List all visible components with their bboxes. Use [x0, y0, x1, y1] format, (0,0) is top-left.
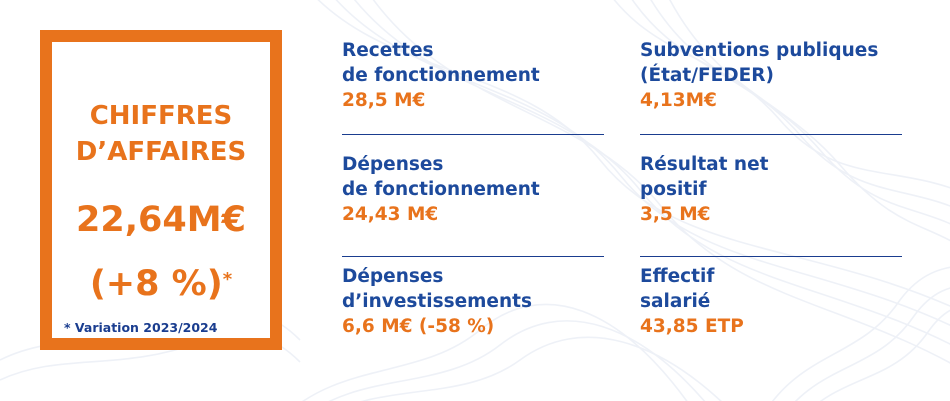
stat-net-result: Résultat net positif 3,5 M€	[640, 152, 902, 227]
stat-investment-expenses: Dépenses d’investissements 6,6 M€ (-58 %…	[342, 264, 604, 339]
stat-label-line1: Dépenses	[342, 154, 444, 175]
revenue-title: CHIFFRES D’AFFAIRES	[52, 98, 270, 170]
revenue-variation: (+8 %)*	[52, 264, 270, 304]
stat-label-line2: de fonctionnement	[342, 65, 540, 86]
stat-value: 43,85 ETP	[640, 316, 744, 337]
stat-label-line1: Effectif	[640, 266, 715, 287]
stat-value: 6,6 M€ (-58 %)	[342, 316, 495, 337]
stat-value: 3,5 M€	[640, 204, 711, 225]
stat-label-line1: Recettes	[342, 40, 434, 61]
stat-value: 28,5 M€	[342, 90, 426, 111]
stat-public-subsidies: Subventions publiques (État/FEDER) 4,13M…	[640, 38, 902, 113]
stat-label-line2: d’investissements	[342, 291, 533, 312]
stat-value: 24,43 M€	[342, 204, 439, 225]
stat-operating-revenue: Recettes de fonctionnement 28,5 M€	[342, 38, 604, 113]
revenue-highlight-box: CHIFFRES D’AFFAIRES 22,64M€ (+8 %)* * Va…	[40, 30, 282, 350]
stat-divider	[342, 134, 604, 135]
revenue-variation-value: (+8 %)	[89, 264, 223, 304]
stat-value: 4,13M€	[640, 90, 717, 111]
variation-footnote: * Variation 2023/2024	[64, 320, 218, 335]
revenue-title-line2: D’AFFAIRES	[75, 137, 247, 167]
stat-operating-expenses: Dépenses de fonctionnement 24,43 M€	[342, 152, 604, 227]
revenue-value: 22,64M€	[76, 200, 246, 240]
revenue-title-line1: CHIFFRES	[89, 101, 233, 131]
stat-label-line2: positif	[640, 179, 707, 200]
stat-divider	[640, 256, 902, 257]
stat-label-line2: (État/FEDER)	[640, 65, 774, 86]
stat-label-line1: Subventions publiques	[640, 40, 879, 61]
stat-headcount: Effectif salarié 43,85 ETP	[640, 264, 902, 339]
stat-label-line2: de fonctionnement	[342, 179, 540, 200]
stat-label-line2: salarié	[640, 291, 711, 312]
stat-label-line1: Résultat net	[640, 154, 769, 175]
stat-label-line1: Dépenses	[342, 266, 444, 287]
stat-divider	[342, 256, 604, 257]
revenue-variation-marker: *	[222, 269, 233, 290]
stat-divider	[640, 134, 902, 135]
